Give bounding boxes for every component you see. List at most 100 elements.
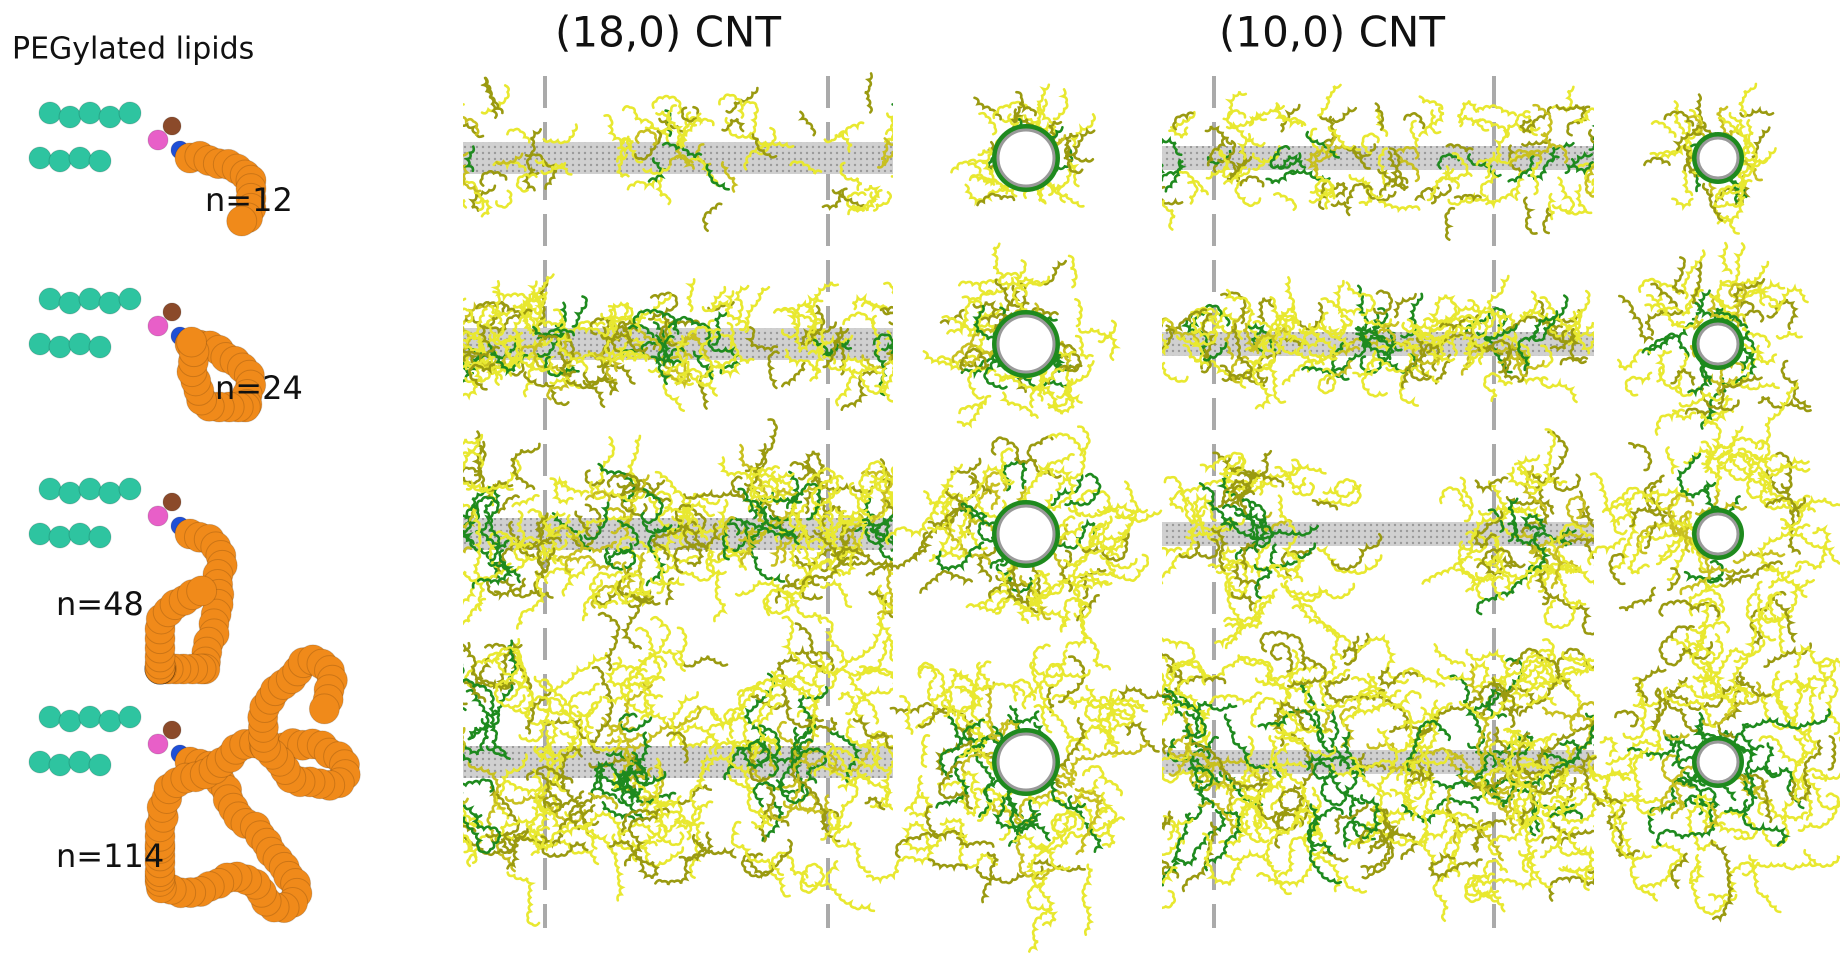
polymer: [365, 520, 388, 530]
polymer: [437, 318, 442, 352]
polymer: [1587, 325, 1639, 335]
polymer: [1601, 737, 1615, 756]
polymer: [405, 708, 465, 749]
polymer: [1380, 202, 1420, 210]
polymer: [1054, 89, 1067, 119]
polymer: [678, 628, 686, 666]
polymer: [1135, 297, 1159, 330]
polymer: [1799, 802, 1839, 831]
cross-section: [867, 619, 1171, 952]
side-view: [348, 275, 972, 411]
polymer: [1644, 158, 1669, 165]
polymer: [922, 153, 945, 174]
polymer: [411, 760, 449, 799]
bead: [79, 102, 101, 124]
polymer: [419, 754, 447, 778]
polymer: [1049, 434, 1082, 455]
side-view: [1135, 276, 1639, 408]
polymer: [1597, 658, 1625, 702]
polymer: [937, 338, 968, 351]
polymer: [400, 445, 433, 494]
polymer: [1744, 311, 1763, 321]
polymer: [596, 437, 614, 493]
polymer: [351, 483, 389, 523]
polymer: [959, 509, 968, 537]
polymer: [978, 194, 1015, 205]
polymer: [1629, 443, 1651, 470]
polymer: [1487, 189, 1515, 205]
polymer: [1138, 85, 1146, 116]
polymer: [911, 98, 922, 126]
polymer: [435, 113, 452, 130]
polymer: [1069, 256, 1076, 287]
polymer: [1287, 466, 1326, 479]
polymer: [511, 444, 540, 489]
polymer: [1598, 160, 1615, 180]
polymer: [844, 313, 873, 324]
polymer: [1057, 427, 1090, 490]
polymer: [933, 157, 952, 174]
bead: [79, 288, 101, 310]
bead: [163, 303, 181, 321]
polymer: [1602, 741, 1610, 773]
polymer: [1551, 810, 1582, 818]
polymer: [1108, 186, 1125, 211]
polymer: [413, 379, 438, 389]
polymer: [544, 125, 577, 143]
polymer: [801, 112, 815, 135]
polymer: [882, 344, 921, 350]
polymer: [1120, 185, 1154, 202]
polymer: [1629, 748, 1648, 777]
polymer: [1614, 675, 1630, 711]
side-view: [1050, 599, 1695, 921]
polymer: [1446, 208, 1454, 240]
column-title: (18,0) CNT: [555, 8, 781, 57]
polymer: [921, 571, 972, 592]
polymer: [1435, 644, 1465, 665]
polymer: [1795, 533, 1840, 563]
polymer: [1420, 97, 1442, 109]
polymer: [1806, 498, 1840, 517]
polymer: [993, 244, 1003, 278]
polymer: [1677, 454, 1708, 498]
nanotube-end: [998, 316, 1054, 372]
polymer: [1322, 851, 1348, 862]
polymer: [1672, 854, 1687, 888]
polymer: [1274, 193, 1295, 209]
polymer: [396, 139, 425, 158]
polymer: [1618, 106, 1646, 123]
bead: [119, 102, 141, 124]
polymer: [1138, 736, 1166, 753]
polymer: [1557, 105, 1589, 112]
polymer: [408, 537, 461, 581]
bead: [49, 150, 71, 172]
polymer: [1081, 619, 1110, 669]
polymer: [1721, 243, 1731, 273]
polymer: [1177, 172, 1208, 194]
polymer: [431, 720, 458, 765]
polymer: [1069, 508, 1096, 517]
polymer: [967, 597, 1019, 613]
polymer: [1227, 116, 1266, 128]
polymer: [910, 199, 946, 210]
polymer: [420, 617, 444, 677]
polymer: [1620, 588, 1655, 611]
polymer: [884, 283, 918, 324]
polymer: [900, 144, 916, 160]
polymer: [907, 427, 954, 476]
polymer: [373, 730, 445, 750]
polymer: [1619, 296, 1652, 340]
polymer: [1473, 120, 1509, 137]
bead: [69, 523, 91, 545]
polymer: [886, 114, 894, 134]
polymer: [719, 95, 743, 118]
row-label: n=114: [56, 837, 164, 875]
polymer: [947, 826, 997, 867]
bead: [89, 336, 111, 358]
polymer: [782, 363, 804, 386]
polymer: [1618, 350, 1650, 371]
polymer: [1750, 262, 1768, 283]
polymer: [1545, 601, 1577, 628]
polymer: [744, 102, 758, 134]
polymer: [1143, 166, 1150, 192]
